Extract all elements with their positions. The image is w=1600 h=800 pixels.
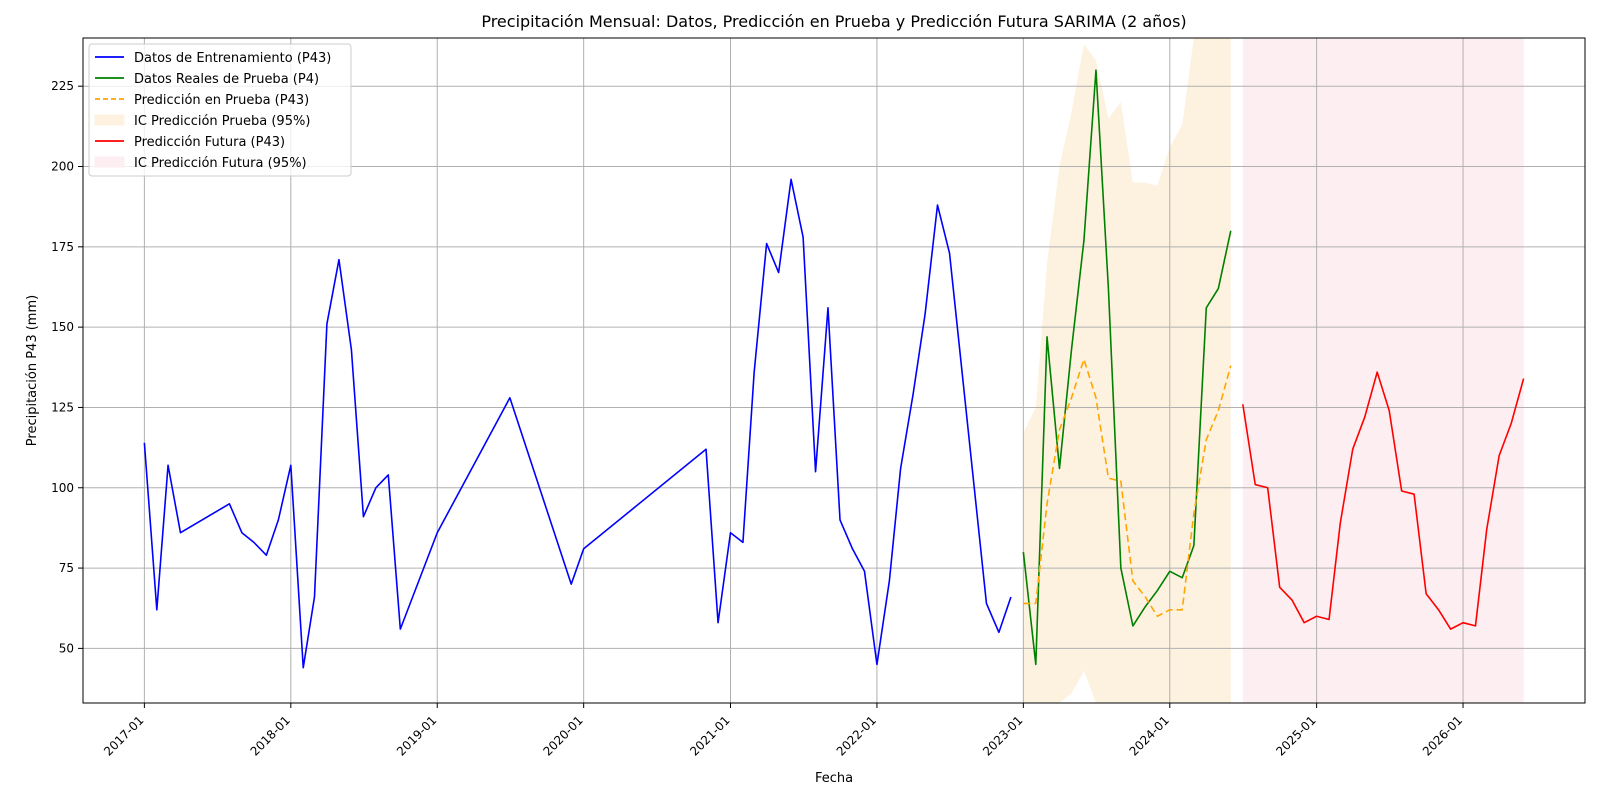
plot-frame xyxy=(82,37,1586,704)
legend-label: IC Predicción Prueba (95%) xyxy=(134,114,310,129)
x-tick-label: 2024-01 xyxy=(1127,713,1172,758)
y-tick-label: 225 xyxy=(51,79,74,93)
x-tick-label: 2026-01 xyxy=(1420,713,1465,758)
x-tick-label: 2019-01 xyxy=(394,713,439,758)
legend: Datos de Entrenamiento (P43) Datos Reales… xyxy=(88,43,352,177)
y-tick-label: 125 xyxy=(51,400,74,414)
y-axis-ticks: 50 75 100 125 150 175 200 225 xyxy=(51,79,83,655)
line-prediccion-futura-p43 xyxy=(1242,371,1525,630)
legend-swatch xyxy=(94,114,125,126)
confidence-bands xyxy=(1023,38,1524,703)
x-tick-label: 2018-01 xyxy=(248,713,293,758)
x-tick-label: 2017-01 xyxy=(101,713,146,758)
y-tick-label: 150 xyxy=(51,320,74,334)
legend-label: Predicción en Prueba (P43) xyxy=(134,93,309,108)
x-tick-label: 2021-01 xyxy=(687,713,732,758)
chart-title: Precipitación Mensual: Datos, Predicción… xyxy=(481,12,1186,31)
x-tick-label: 2023-01 xyxy=(980,713,1025,758)
legend-label: IC Predicción Futura (95%) xyxy=(134,156,307,171)
line-datos-de-entrenamiento-p43 xyxy=(143,178,1012,669)
y-tick-label: 50 xyxy=(59,641,74,655)
x-tick-label: 2020-01 xyxy=(540,713,585,758)
line-prediccion-en-prueba-p43 xyxy=(1023,358,1232,618)
y-tick-label: 100 xyxy=(51,481,74,495)
band-ic-prediccion-futura-95 xyxy=(1242,38,1524,703)
legend-label: Datos de Entrenamiento (P43) xyxy=(134,51,331,66)
x-axis-ticks: 2017-01 2018-01 2019-01 2020-01 2021-01 2022-… xyxy=(101,703,1465,759)
legend-box xyxy=(88,43,352,177)
y-tick-label: 175 xyxy=(51,240,74,254)
legend-label: Predicción Futura (P43) xyxy=(134,135,285,150)
x-tick-label: 2022-01 xyxy=(834,713,879,758)
band-ic-prediccion-prueba-95 xyxy=(1023,38,1231,703)
y-axis-label: Precipitación P43 (mm) xyxy=(25,295,40,446)
x-axis-label: Fecha xyxy=(815,771,853,786)
legend-label: Datos Reales de Prueba (P4) xyxy=(134,72,319,87)
legend-swatch xyxy=(94,156,125,168)
x-tick-label: 2025-01 xyxy=(1273,713,1318,758)
series-lines xyxy=(143,69,1525,669)
y-tick-label: 75 xyxy=(59,561,74,575)
y-tick-label: 200 xyxy=(51,160,74,174)
